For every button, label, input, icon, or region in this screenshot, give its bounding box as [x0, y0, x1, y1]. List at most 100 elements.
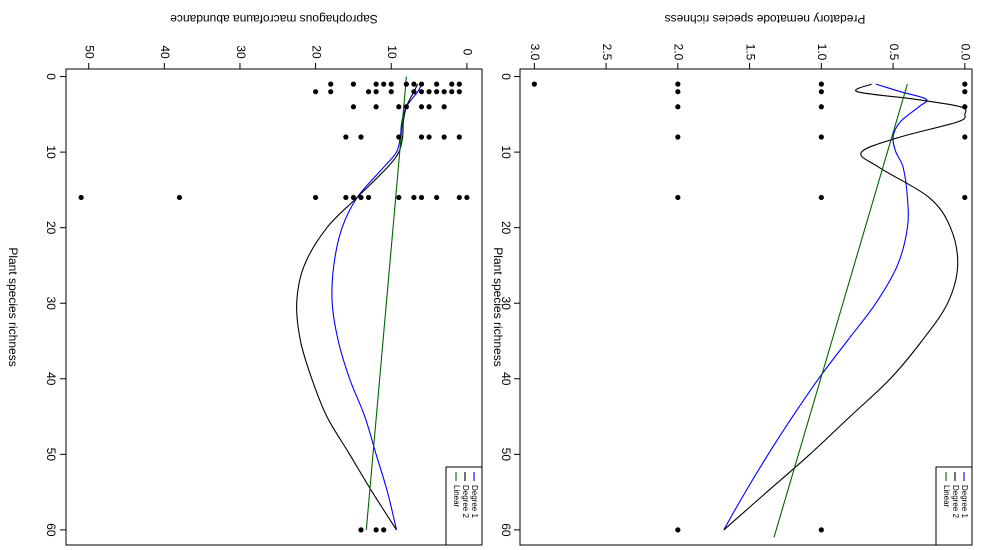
- data-point: [388, 89, 394, 95]
- plot-frame: [65, 68, 483, 546]
- x-tick-label: 10: [499, 145, 513, 159]
- x-tick-label: 40: [499, 372, 513, 386]
- data-point: [373, 81, 379, 87]
- data-point: [449, 81, 455, 87]
- data-point: [358, 527, 364, 533]
- data-point: [403, 81, 409, 87]
- series-line-linear: [773, 83, 908, 538]
- data-point: [350, 104, 357, 110]
- data-point: [449, 89, 455, 95]
- y-tick-label: 40: [158, 45, 172, 59]
- data-point: [418, 89, 425, 95]
- data-point: [441, 89, 447, 95]
- data-point: [818, 134, 824, 140]
- y-tick-label: 3.0: [528, 44, 542, 61]
- data-point: [962, 134, 968, 140]
- x-tick-label: 20: [499, 221, 513, 235]
- data-point: [411, 194, 417, 201]
- x-tick-label: 10: [44, 145, 58, 159]
- data-point: [434, 194, 440, 201]
- data-point: [962, 81, 968, 87]
- data-point: [675, 81, 681, 87]
- data-point: [418, 81, 425, 87]
- x-tick-label: 0: [44, 73, 58, 80]
- data-point: [313, 194, 319, 201]
- data-point: [456, 81, 462, 87]
- data-point: [396, 194, 402, 201]
- data-point: [675, 89, 681, 95]
- data-point: [818, 81, 824, 87]
- y-tick-label: 30: [234, 45, 248, 59]
- data-point: [358, 194, 364, 201]
- x-axis-label: Plant species richness: [491, 247, 505, 366]
- data-point: [350, 81, 357, 87]
- y-tick-label: 0.0: [959, 44, 973, 61]
- y-tick-label: 20: [309, 45, 323, 59]
- data-point: [818, 194, 824, 201]
- data-point: [434, 81, 440, 87]
- data-point: [818, 527, 824, 533]
- data-point: [396, 134, 402, 140]
- x-tick-label: 30: [499, 297, 513, 311]
- series-line-linear: [365, 76, 407, 530]
- x-tick-label: 30: [44, 297, 58, 311]
- data-point: [403, 104, 409, 110]
- data-point: [313, 89, 319, 95]
- y-tick-label: 0.5: [887, 44, 901, 61]
- chart-panel-2: Saprophagous macrofauna abundance Plant s…: [6, 12, 483, 546]
- legend-label: Degree 1: [470, 485, 479, 518]
- x-tick-label: 40: [44, 372, 58, 386]
- data-point: [396, 104, 402, 110]
- legend-label: Degree 1: [960, 485, 969, 518]
- data-point: [675, 527, 681, 533]
- data-point: [365, 89, 372, 95]
- y-tick-label: 10: [385, 45, 399, 59]
- series-line-degree-1: [723, 83, 928, 531]
- series-line-degree-2: [723, 83, 967, 531]
- chart-title: Predatory nematode species richness: [665, 12, 866, 26]
- data-point: [328, 81, 334, 87]
- legend-label: Linear: [942, 485, 951, 508]
- data-point: [358, 134, 364, 140]
- data-point: [531, 81, 537, 87]
- data-point: [962, 104, 968, 110]
- data-point: [373, 104, 379, 110]
- data-point: [441, 104, 447, 110]
- y-tick-label: 2.0: [672, 44, 686, 61]
- x-tick-label: 60: [44, 523, 58, 537]
- data-point: [411, 89, 417, 95]
- data-point: [426, 104, 432, 110]
- x-tick-label: 60: [499, 523, 513, 537]
- data-point: [441, 134, 447, 140]
- y-tick-label: 1.5: [743, 44, 757, 61]
- data-point: [426, 134, 432, 140]
- data-point: [818, 104, 824, 110]
- y-tick-label: 1.0: [815, 44, 829, 61]
- data-point: [381, 81, 387, 87]
- legend-label: Degree 2: [461, 485, 470, 518]
- data-point: [411, 81, 417, 87]
- data-point: [373, 527, 379, 533]
- x-tick-label: 0: [499, 73, 513, 80]
- legend-label: Linear: [452, 485, 461, 508]
- series-line-degree-1: [331, 83, 423, 531]
- legend-label: Degree 2: [951, 485, 960, 518]
- data-point: [434, 89, 440, 95]
- data-point: [456, 194, 462, 201]
- data-point: [418, 134, 425, 140]
- data-point: [675, 104, 681, 110]
- x-tick-label: 20: [44, 221, 58, 235]
- legend-box: [935, 466, 973, 546]
- data-point: [350, 194, 357, 201]
- data-point: [388, 81, 394, 87]
- plot-frame: [519, 68, 973, 546]
- y-tick-label: 50: [83, 45, 97, 59]
- data-point: [365, 194, 372, 201]
- series-line-degree-2: [296, 83, 419, 531]
- y-tick-label: 2.5: [600, 44, 614, 61]
- data-point: [675, 194, 681, 201]
- data-point: [456, 89, 462, 95]
